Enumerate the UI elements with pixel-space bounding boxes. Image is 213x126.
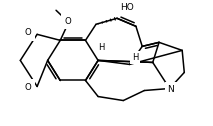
Text: O: O bbox=[24, 28, 31, 37]
Text: HO: HO bbox=[120, 3, 134, 12]
Text: H: H bbox=[132, 53, 138, 62]
Text: O: O bbox=[24, 83, 31, 92]
Text: N: N bbox=[167, 85, 174, 94]
Text: O: O bbox=[64, 17, 71, 26]
Text: H: H bbox=[98, 43, 104, 52]
